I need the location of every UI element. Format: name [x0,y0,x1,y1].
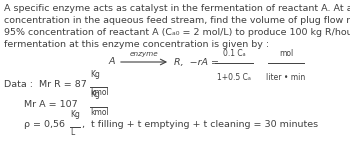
Text: ,  t filling + t emptying + t cleaning = 30 minutes: , t filling + t emptying + t cleaning = … [82,120,318,129]
Text: kmol: kmol [90,108,109,117]
Text: Kg: Kg [90,70,100,79]
Text: Mr A = 107: Mr A = 107 [24,100,78,109]
Text: A: A [108,58,114,67]
Text: liter • min: liter • min [266,73,306,82]
Text: 0.1 Cₐ: 0.1 Cₐ [223,49,245,58]
Text: Kg: Kg [70,110,80,119]
Text: Data :  Mr R = 87: Data : Mr R = 87 [4,80,87,89]
Text: L: L [70,128,74,137]
Text: ρ = 0,56: ρ = 0,56 [24,120,65,129]
Text: kmol: kmol [90,88,109,97]
Text: R,  −rA =: R, −rA = [174,58,219,67]
Text: Kg: Kg [90,90,100,99]
Text: 1+0.5 Cₐ: 1+0.5 Cₐ [217,73,251,82]
Text: mol: mol [279,49,293,58]
Text: 95% concentration of reactant A (Cₐ₀ = 2 mol/L) to produce 100 kg R/hour. The ki: 95% concentration of reactant A (Cₐ₀ = 2… [4,28,350,37]
Text: A specific enzyme acts as catalyst in the fermentation of reactant A. At a given: A specific enzyme acts as catalyst in th… [4,4,350,13]
Text: enzyme: enzyme [130,51,158,57]
Text: concentration in the aqueous feed stream, find the volume of plug flow reactor n: concentration in the aqueous feed stream… [4,16,350,25]
Text: fermentation at this enzyme concentration is given by :: fermentation at this enzyme concentratio… [4,40,269,49]
